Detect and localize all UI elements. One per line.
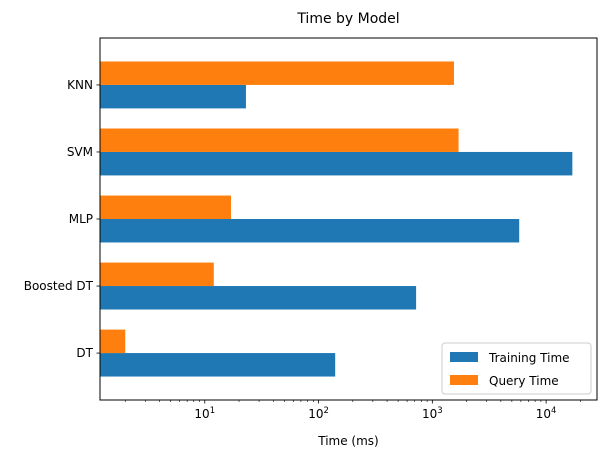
x-axis-label: Time (ms) bbox=[317, 434, 379, 448]
legend: Training Time Query Time bbox=[441, 342, 592, 395]
y-tick-label-svm: SVM bbox=[67, 145, 93, 159]
y-tick-label-dt: DT bbox=[76, 346, 93, 360]
x-tick-label: 101 bbox=[194, 406, 215, 421]
legend-box bbox=[441, 342, 592, 395]
bar-training-knn bbox=[100, 84, 246, 109]
legend-swatch-query bbox=[450, 375, 478, 385]
bar-query-knn bbox=[100, 61, 454, 85]
bar-query-svm bbox=[100, 128, 459, 152]
legend-swatch-training bbox=[450, 352, 478, 362]
y-tick-label-boosted-dt: Boosted DT bbox=[24, 279, 94, 293]
chart-title: Time by Model bbox=[296, 11, 399, 27]
x-tick-label: 104 bbox=[536, 406, 557, 421]
y-tick-label-mlp: MLP bbox=[69, 212, 93, 226]
legend-label-training: Training Time bbox=[488, 351, 570, 365]
y-ticks: DT Boosted DT MLP SVM KNN bbox=[24, 78, 100, 360]
bar-training-mlp bbox=[100, 219, 520, 243]
bar-query-dt bbox=[100, 329, 126, 354]
plot-frame bbox=[99, 37, 598, 401]
bar-training-dt bbox=[100, 353, 336, 377]
y-tick-label-knn: KNN bbox=[67, 78, 93, 92]
bars-group bbox=[100, 61, 573, 377]
bar-training-boosted-dt bbox=[100, 286, 417, 310]
bar-query-mlp bbox=[100, 195, 231, 219]
x-tick-label: 102 bbox=[308, 406, 329, 421]
bar-query-boosted-dt bbox=[100, 262, 214, 287]
legend-label-query: Query Time bbox=[489, 374, 559, 388]
bar-training-svm bbox=[100, 151, 573, 176]
x-major-ticks: 101 102 103 104 bbox=[194, 400, 556, 421]
x-tick-label: 103 bbox=[422, 406, 443, 421]
